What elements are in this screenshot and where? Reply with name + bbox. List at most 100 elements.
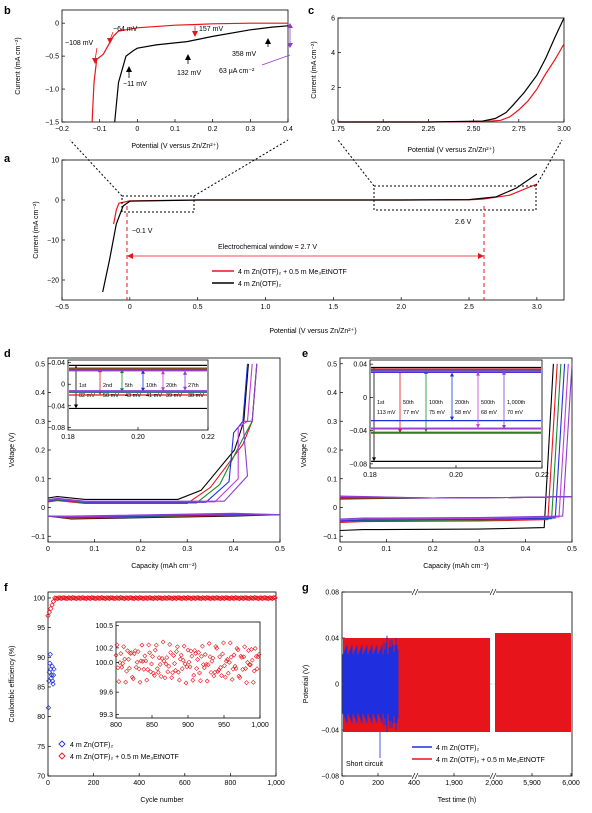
- e-xtick-2: 0.2: [428, 546, 438, 553]
- f-inset-point-6: [119, 664, 125, 670]
- f-inset-point-23: [135, 649, 141, 654]
- f-inset-point-41: [152, 647, 158, 653]
- f-inset-point-88: [198, 678, 203, 684]
- f-inset-point-90: [199, 643, 205, 649]
- panel-a-ylabel: Current (mA cm⁻²): [33, 201, 40, 258]
- panel-a-series-black: [102, 173, 538, 293]
- f-inset-point-2: [115, 665, 121, 671]
- f-xtick-3: 600: [179, 780, 191, 787]
- f-red-point-336: [121, 595, 128, 602]
- panel-g-legend: 4 m Zn(OTF)₂ 4 m Zn(OTF)₂ + 0.5 m Me₃EtN…: [412, 745, 545, 764]
- g-red-band-2: [495, 633, 571, 732]
- f-inset-point-20: [132, 648, 138, 654]
- f-inset-point-106: [215, 669, 221, 675]
- f-red-point-732: [212, 595, 218, 602]
- c-ytick-1: 2: [331, 85, 335, 92]
- f-red-point-330: [120, 595, 126, 601]
- f-red-point-756: [217, 595, 224, 602]
- f-inset-point-1: [114, 642, 120, 648]
- f-red-point-126: [74, 595, 80, 602]
- panel-e-xticks: 0 0.1 0.2 0.3 0.4 0.5: [338, 539, 577, 553]
- d-inset-mv-2: 43 mV: [125, 393, 141, 399]
- f-red-point-624: [187, 595, 193, 601]
- d-xtick-3: 0.3: [182, 546, 192, 553]
- f-red-point-180: [86, 595, 92, 601]
- f-red-point-144: [78, 595, 84, 602]
- panel-b-yticks: 0 −0.5 −1.0 −1.5: [45, 21, 65, 127]
- panel-e-ylabel: Voltage (V): [301, 433, 308, 468]
- a-xtick-7: 3.0: [532, 304, 542, 311]
- d-inset-mv-4: 39 mV: [166, 393, 182, 399]
- panel-d-curves: [47, 363, 281, 520]
- e-ytick-4: 0.1: [327, 476, 337, 483]
- f-inset-point-7: [120, 661, 126, 666]
- legend-a-black: 4 m Zn(OTF)₂: [238, 281, 281, 288]
- f-inset-point-27: [139, 642, 145, 648]
- f-inset-point-12: [125, 648, 130, 654]
- f-blue-point-7: [48, 672, 55, 678]
- d-xtick-0: 0: [46, 546, 50, 553]
- b-xtick-0: −0.2: [55, 126, 69, 133]
- f-inset-point-131: [239, 654, 245, 660]
- f-inset-point-129: [237, 675, 243, 680]
- f-inset-point-105: [214, 645, 220, 651]
- panel-a-xlabel: Potential (V versus Zn/Zn²⁺): [269, 328, 356, 335]
- a-xtick-4: 1.5: [328, 304, 338, 311]
- f-red-point-438: [145, 595, 151, 602]
- f-red-point-774: [221, 595, 228, 602]
- f-inset-point-124: [232, 663, 238, 669]
- f-inset-point-123: [231, 652, 237, 658]
- e-inset-mv-2: 75 mV: [429, 410, 445, 416]
- f-red-point-600: [182, 595, 188, 601]
- f-inset-point-22: [134, 659, 140, 665]
- f-inset-point-14: [127, 665, 132, 671]
- f-red-point-984: [269, 595, 276, 602]
- legend-a-red: 4 m Zn(OTF)₂ + 0.5 m Me₃EtNOTF: [238, 269, 347, 276]
- panel-f-ylabel: Coulombic efficiency (%): [9, 646, 16, 723]
- f-xtick-0: 0: [46, 780, 50, 787]
- f-inset-point-76: [186, 659, 192, 665]
- f-inset-point-116: [224, 656, 230, 662]
- panel-e-inset-frame: [369, 359, 543, 469]
- c-xtick-1: 2.00: [376, 126, 390, 133]
- f-red-point-606: [183, 595, 189, 602]
- f-red-point-36: [53, 595, 59, 601]
- f-inset-xtick-3: 950: [218, 722, 230, 729]
- f-red-point-246: [101, 595, 107, 601]
- f-red-point-42: [54, 595, 61, 602]
- f-inset-point-31: [143, 658, 149, 664]
- d-inset-xtick-2: 0.22: [201, 434, 215, 441]
- e-charge-5: [339, 495, 573, 499]
- f-red-point-858: [240, 595, 247, 602]
- f-inset-point-67: [177, 656, 183, 662]
- f-inset-ytick-3: 99.6: [99, 690, 113, 697]
- e-ytick-1: 0.4: [327, 390, 337, 397]
- d-inset-cycle-5: 27th: [188, 383, 199, 389]
- d-inset-xtick-0: 0.18: [61, 434, 75, 441]
- g-xtick-1: 200: [372, 780, 384, 787]
- a-xtick-0: −0.5: [55, 304, 69, 311]
- f-red-point-264: [105, 595, 111, 601]
- f-blue-point-12: [51, 666, 57, 672]
- f-blue-point-10: [50, 681, 56, 687]
- f-inset-xtick-2: 900: [182, 722, 194, 729]
- annot-minus-0-1v: −0.1 V: [132, 228, 153, 235]
- f-inset-point-34: [146, 642, 152, 648]
- panel-d-inset: 1st 82 mV 2nd 50 mV 5th 43 mV 10th 41 mV 20th 39 …: [69, 364, 207, 410]
- e-inset-xtick-0: 0.18: [363, 472, 377, 479]
- b-ytick-1: −0.5: [45, 54, 59, 61]
- f-blue-point-9: [49, 678, 56, 684]
- f-red-point-564: [173, 595, 180, 602]
- e-xtick-1: 0.1: [382, 546, 392, 553]
- e-inset-mv-3: 58 mV: [455, 410, 471, 416]
- f-inset-xtick-0: 800: [110, 722, 122, 729]
- legend-f-red: 4 m Zn(OTF)₂ + 0.5 m Me₃EtNOTF: [70, 754, 179, 761]
- d-inset-arrowhead-down-4: [161, 387, 165, 392]
- f-inset-point-142: [249, 657, 255, 663]
- f-inset-point-118: [226, 660, 232, 665]
- panel-b-annotations: −108 mV −64 mV 157 mV −11 mV 132 mV 358 …: [65, 26, 256, 88]
- panel-b-arrows: [92, 23, 293, 78]
- b-xtick-4: 0.2: [208, 126, 218, 133]
- panel-c-series-black: [338, 17, 565, 123]
- e-xtick-3: 0.3: [474, 546, 484, 553]
